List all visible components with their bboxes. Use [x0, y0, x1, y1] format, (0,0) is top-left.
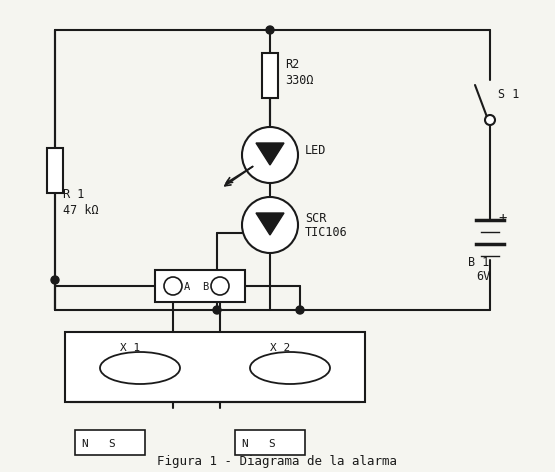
Circle shape: [266, 26, 274, 34]
Text: B: B: [202, 282, 208, 292]
Text: TIC106: TIC106: [305, 226, 348, 238]
Text: 330Ω: 330Ω: [285, 74, 314, 86]
Polygon shape: [256, 143, 284, 165]
Text: N   S: N S: [242, 439, 276, 449]
Circle shape: [51, 276, 59, 284]
Circle shape: [296, 306, 304, 314]
Text: R 1: R 1: [63, 188, 84, 202]
Circle shape: [242, 197, 298, 253]
Text: X 1: X 1: [120, 343, 140, 353]
Text: 6V: 6V: [476, 270, 490, 284]
Bar: [75, 430, 145, 455]
Bar: [47, 148, 63, 193]
Text: R2: R2: [285, 59, 299, 71]
Circle shape: [211, 277, 229, 295]
Polygon shape: [256, 213, 284, 235]
Ellipse shape: [100, 352, 180, 384]
Text: S 1: S 1: [498, 89, 519, 101]
Ellipse shape: [250, 352, 330, 384]
Text: LED: LED: [305, 143, 326, 157]
Text: N   S: N S: [82, 439, 116, 449]
Text: A: A: [184, 282, 190, 292]
Text: 47 kΩ: 47 kΩ: [63, 203, 99, 217]
Circle shape: [164, 277, 182, 295]
Text: +: +: [498, 211, 506, 225]
Bar: [155, 270, 245, 302]
Circle shape: [242, 127, 298, 183]
Circle shape: [213, 306, 221, 314]
Text: B 1: B 1: [468, 256, 490, 270]
Bar: [235, 430, 305, 455]
Circle shape: [485, 115, 495, 125]
Text: Figura 1 - Diagrama de la alarma: Figura 1 - Diagrama de la alarma: [157, 455, 397, 469]
Bar: [262, 53, 278, 98]
Text: SCR: SCR: [305, 211, 326, 225]
Text: X 2: X 2: [270, 343, 290, 353]
Bar: [65, 332, 365, 402]
